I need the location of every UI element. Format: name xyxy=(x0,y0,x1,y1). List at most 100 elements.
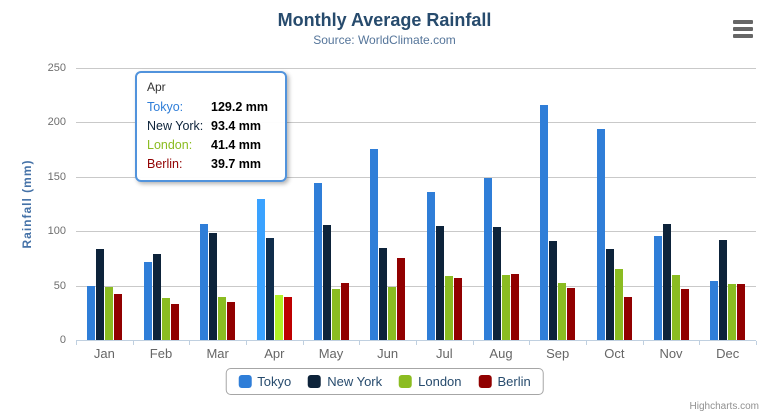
x-axis-label-may: May xyxy=(318,346,344,361)
bar-berlin-dec[interactable] xyxy=(737,284,746,340)
bar-berlin-jul[interactable] xyxy=(453,277,462,340)
y-axis-label-200: 200 xyxy=(47,116,66,129)
gridline-200 xyxy=(76,122,756,124)
bar-london-jun[interactable] xyxy=(388,287,397,340)
bar-new-york-dec[interactable] xyxy=(719,239,728,340)
bar-london-nov[interactable] xyxy=(671,275,680,340)
bar-tokyo-apr[interactable] xyxy=(256,199,265,340)
tooltip-series-label: London: xyxy=(147,138,193,152)
gridline-150 xyxy=(76,176,756,178)
x-axis-label-jun: Jun xyxy=(377,346,399,361)
bar-new-york-aug[interactable] xyxy=(492,226,501,340)
tooltip-row-new-york: New York: 93.4 mm xyxy=(147,117,275,136)
tooltip: Apr Tokyo: 129.2 mm New York: 93.4 mm London… xyxy=(135,71,287,182)
gridline-250 xyxy=(76,68,756,69)
bar-berlin-oct[interactable] xyxy=(623,297,632,340)
bar-berlin-jan[interactable] xyxy=(113,293,122,340)
bar-berlin-mar[interactable] xyxy=(227,302,236,340)
y-axis-label-150: 150 xyxy=(47,170,66,183)
bar-tokyo-jul[interactable] xyxy=(426,192,435,340)
bar-new-york-jan[interactable] xyxy=(95,249,104,340)
x-axis-tick xyxy=(756,341,757,345)
bar-berlin-nov[interactable] xyxy=(680,289,689,340)
x-axis-tick xyxy=(246,341,247,345)
x-axis-label-feb: Feb xyxy=(149,346,173,361)
bar-new-york-oct[interactable] xyxy=(605,249,614,340)
context-menu-button[interactable] xyxy=(729,17,757,41)
bar-new-york-feb[interactable] xyxy=(152,254,161,340)
bar-london-oct[interactable] xyxy=(614,269,623,340)
legend-symbol-berlin xyxy=(478,375,492,388)
tooltip-header: Apr xyxy=(147,80,166,94)
bar-london-jan[interactable] xyxy=(104,286,113,340)
legend-item-tokyo[interactable]: Tokyo xyxy=(238,374,291,389)
tooltip-series-label: Tokyo: xyxy=(147,100,184,114)
bar-tokyo-jan[interactable] xyxy=(86,285,95,340)
tooltip-series-label: Berlin: xyxy=(147,157,183,171)
tooltip-series-label: New York: xyxy=(147,119,204,133)
hamburger-icon xyxy=(733,17,753,41)
bar-london-sep[interactable] xyxy=(558,282,567,340)
bar-new-york-jul[interactable] xyxy=(435,225,444,340)
bar-berlin-feb[interactable] xyxy=(170,303,179,340)
bar-berlin-apr[interactable] xyxy=(283,296,292,340)
bar-tokyo-sep[interactable] xyxy=(540,104,549,340)
legend-item-london[interactable]: London xyxy=(399,374,462,389)
legend-symbol-new-york xyxy=(308,375,322,388)
chart-title: Monthly Average Rainfall xyxy=(277,10,492,30)
tooltip-series-value: 39.7 mm xyxy=(211,157,262,171)
bar-new-york-may[interactable] xyxy=(322,224,331,340)
tooltip-rows: Tokyo: 129.2 mm New York: 93.4 mm London: 41.… xyxy=(147,98,275,174)
legend-symbol-london xyxy=(399,375,413,388)
bar-tokyo-may[interactable] xyxy=(313,183,322,340)
chart-subtitle: Source: WorldClimate.com xyxy=(313,33,456,47)
x-axis-tick xyxy=(359,341,361,345)
x-axis-tick xyxy=(132,341,134,345)
legend: Tokyo New York London Berlin xyxy=(225,368,544,395)
bar-new-york-jun[interactable] xyxy=(379,248,388,340)
bar-berlin-jun[interactable] xyxy=(397,257,406,340)
x-axis-label-nov: Nov xyxy=(659,346,683,361)
x-axis-tick xyxy=(472,341,474,345)
bar-tokyo-feb[interactable] xyxy=(143,262,152,340)
bar-new-york-mar[interactable] xyxy=(209,232,218,340)
bar-london-may[interactable] xyxy=(331,288,340,340)
bar-london-mar[interactable] xyxy=(218,297,227,340)
bar-new-york-apr[interactable] xyxy=(265,238,274,340)
x-axis-label-sep: Sep xyxy=(546,346,570,361)
bar-london-feb[interactable] xyxy=(161,297,170,340)
legend-label-new-york: New York xyxy=(327,374,383,389)
tooltip-row-london: London: 41.4 mm xyxy=(147,136,275,155)
bar-berlin-may[interactable] xyxy=(340,282,349,340)
legend-label-berlin: Berlin xyxy=(497,374,531,389)
bar-london-jul[interactable] xyxy=(444,275,453,340)
bar-tokyo-oct[interactable] xyxy=(596,128,605,340)
bar-tokyo-mar[interactable] xyxy=(200,224,209,340)
bar-tokyo-nov[interactable] xyxy=(653,235,662,340)
x-axis-label-dec: Dec xyxy=(716,346,740,361)
x-axis-label-mar: Mar xyxy=(206,346,229,361)
bar-new-york-nov[interactable] xyxy=(662,224,671,340)
legend-label-london: London xyxy=(418,374,462,389)
bar-london-dec[interactable] xyxy=(728,284,737,340)
bar-tokyo-dec[interactable] xyxy=(710,280,719,340)
bar-new-york-sep[interactable] xyxy=(549,240,558,340)
credits-link[interactable]: Highcharts.com xyxy=(689,401,759,412)
legend-item-berlin[interactable]: Berlin xyxy=(478,374,531,389)
bar-london-aug[interactable] xyxy=(501,275,510,340)
y-axis-label-0: 0 xyxy=(59,334,66,346)
bar-london-apr[interactable] xyxy=(274,294,283,340)
x-axis-tick xyxy=(699,341,701,345)
x-axis-label-jan: Jan xyxy=(93,346,115,361)
x-axis-label-aug: Aug xyxy=(489,346,513,361)
bar-tokyo-aug[interactable] xyxy=(483,178,492,340)
tooltip-series-value: 41.4 mm xyxy=(211,138,262,152)
tooltip-row-berlin: Berlin: 39.7 mm xyxy=(147,155,275,174)
bar-tokyo-jun[interactable] xyxy=(370,148,379,340)
x-axis-tick xyxy=(189,341,191,345)
legend-item-new-york[interactable]: New York xyxy=(308,374,382,389)
bar-berlin-sep[interactable] xyxy=(567,288,576,340)
bar-berlin-aug[interactable] xyxy=(510,274,519,340)
